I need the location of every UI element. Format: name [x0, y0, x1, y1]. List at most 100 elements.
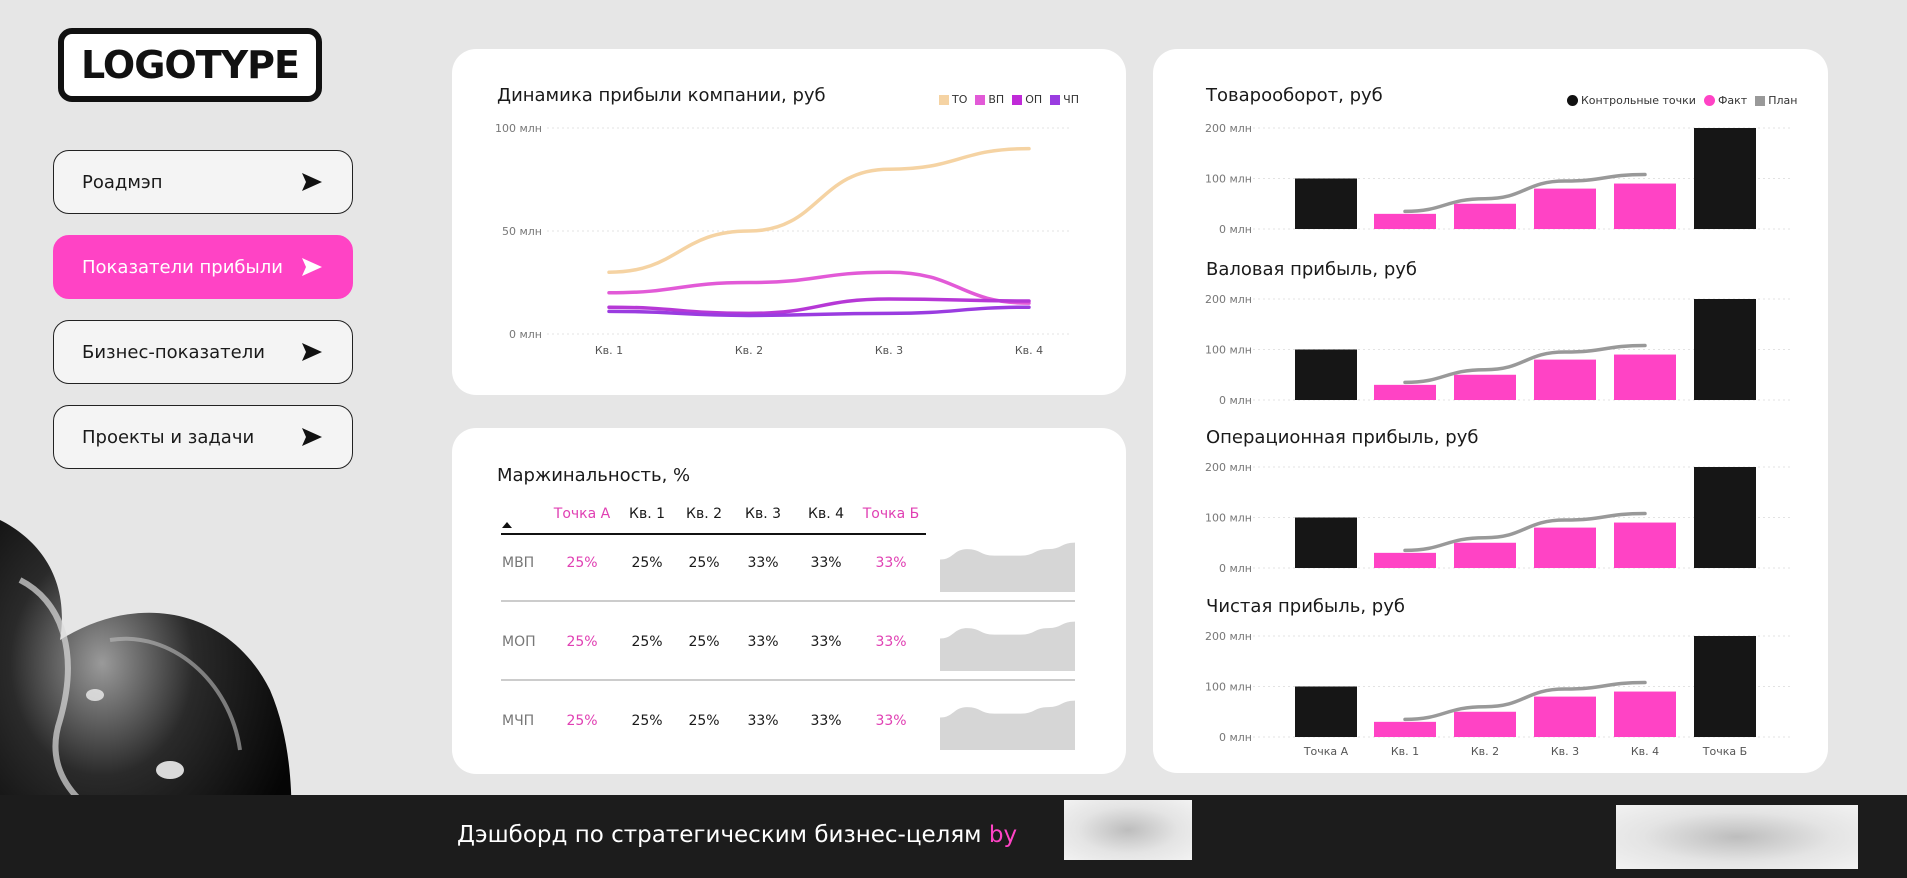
legend-swatch [1755, 95, 1766, 106]
row-label: МВП [502, 555, 535, 571]
x-tick-label: Кв. 2 [735, 344, 763, 357]
legend-swatch [1012, 94, 1023, 105]
legend-label: ВП [988, 93, 1005, 106]
y-tick-label: 50 млн [502, 225, 542, 238]
table-cell: 33% [747, 634, 779, 650]
send-arrow-icon [302, 343, 322, 361]
series-line-ОП [607, 297, 1031, 316]
column-header: Кв. 3 [745, 506, 781, 522]
row-divider [501, 679, 1075, 681]
send-arrow-icon [302, 428, 322, 446]
plan-line [1403, 511, 1647, 553]
bar-chart-legend: Контрольные точки Факт План [1567, 94, 1797, 107]
fact-bar [1534, 359, 1596, 400]
y-tick-label: 0 млн [509, 328, 542, 341]
y-tick-label: 200 млн [1205, 293, 1252, 306]
fact-bar [1374, 721, 1436, 737]
checkpoint-bar [1295, 686, 1357, 737]
profit-chart-title: Динамика прибыли компании, руб [497, 85, 826, 106]
blurred-logo-image [1616, 805, 1858, 869]
fact-bar [1374, 384, 1436, 400]
row-label: МЧП [502, 713, 535, 729]
sparkline-МВП [940, 542, 1075, 592]
legend-label: План [1768, 94, 1798, 107]
blurred-author-image [1064, 800, 1192, 860]
bar-chart-title: Чистая прибыль, руб [1206, 596, 1405, 617]
sparkline-МЧП [940, 700, 1075, 750]
checkpoint-bar [1694, 467, 1756, 568]
table-cell: 25% [688, 713, 720, 729]
margin-sparklines [940, 542, 1075, 750]
footer-text: Дэшборд по стратегическим бизнес-целям b… [457, 822, 1017, 848]
y-tick-label: 100 млн [1205, 344, 1252, 357]
table-cell: 25% [566, 713, 598, 729]
nav-button-label: Проекты и задачи [82, 426, 255, 448]
column-header: Кв. 4 [808, 506, 844, 522]
y-tick-label: 0 млн [1219, 394, 1252, 407]
table-cell: 25% [688, 634, 720, 650]
fact-bar [1534, 188, 1596, 229]
plan-line [1403, 680, 1647, 722]
y-tick-label: 200 млн [1205, 630, 1252, 643]
nav-button-projects-tasks[interactable]: Проекты и задачи [53, 405, 353, 469]
nav-button-roadmap[interactable]: Роадмэп [53, 150, 353, 214]
logo: LOGOTYPE [58, 28, 322, 102]
checkpoint-bar [1295, 517, 1357, 568]
row-divider [501, 600, 1075, 602]
table-cell: 25% [566, 555, 598, 571]
y-tick-label: 100 млн [1205, 173, 1252, 186]
x-tick-label: Точка Б [1702, 745, 1747, 758]
column-header: Точка А [553, 506, 611, 522]
y-tick-label: 0 млн [1219, 731, 1252, 744]
legend-swatch [1703, 95, 1715, 106]
y-tick-label: 100 млн [495, 122, 542, 135]
nav-button-label: Бизнес-показатели [82, 341, 265, 363]
checkpoint-bar [1295, 349, 1357, 400]
table-cell: 33% [747, 713, 779, 729]
sort-triangle-icon[interactable] [502, 521, 512, 529]
legend-swatch [939, 94, 949, 105]
x-tick-label: Кв. 2 [1471, 745, 1499, 758]
legend-label: ОП [1025, 93, 1043, 106]
fact-bar [1454, 542, 1516, 568]
fact-bar [1614, 354, 1676, 400]
margin-table-header [501, 505, 926, 535]
checkpoint-bar [1295, 178, 1357, 229]
legend-swatch [1050, 94, 1061, 105]
nav-button-business-indicators[interactable]: Бизнес-показатели [53, 320, 353, 384]
table-cell: 33% [810, 555, 842, 571]
legend-label: ТО [952, 93, 968, 106]
fact-bar [1454, 374, 1516, 400]
legend-swatch [1567, 95, 1578, 106]
x-tick-label: Кв. 4 [1631, 745, 1659, 758]
logo-text: LOGOTYPE [81, 43, 300, 87]
bar-chart-title: Валовая прибыль, руб [1206, 259, 1418, 280]
legend-label: Факт [1717, 94, 1748, 107]
nav-button-profit-indicators[interactable]: Показатели прибыли [53, 235, 353, 299]
table-cell: 33% [875, 555, 907, 571]
table-cell: 33% [810, 634, 842, 650]
profit-chart-legend: ТО ВП ОП ЧП [939, 93, 1079, 106]
fact-bar [1454, 711, 1516, 737]
x-tick-label: Кв. 1 [1391, 745, 1419, 758]
checkpoint-bar [1694, 128, 1756, 229]
row-label: МОП [502, 634, 536, 650]
sparkline-МОП [940, 621, 1075, 671]
bar-chart-title: Операционная прибыль, руб [1206, 427, 1479, 448]
y-tick-label: 100 млн [1205, 512, 1252, 525]
x-tick-label: Кв. 4 [1015, 344, 1043, 357]
checkpoint-bar [1694, 636, 1756, 737]
checkpoint-bar [1694, 299, 1756, 400]
bar-chart-title: Товарооборот, руб [1206, 85, 1383, 106]
footer-by: by [988, 822, 1018, 848]
column-header: Точка Б [862, 506, 920, 522]
table-cell: 33% [810, 713, 842, 729]
bar-charts: 200 млн 100 млн 0 млн 200 млн 100 млн 0 млн 20… [1205, 122, 1793, 758]
table-cell: 25% [566, 634, 598, 650]
table-cell: 25% [631, 634, 663, 650]
fact-bar [1374, 213, 1436, 229]
send-arrow-icon [302, 173, 322, 191]
margin-table-title: Маржинальность, % [497, 465, 691, 486]
column-header: Кв. 2 [686, 506, 722, 522]
y-tick-label: 100 млн [1205, 681, 1252, 694]
